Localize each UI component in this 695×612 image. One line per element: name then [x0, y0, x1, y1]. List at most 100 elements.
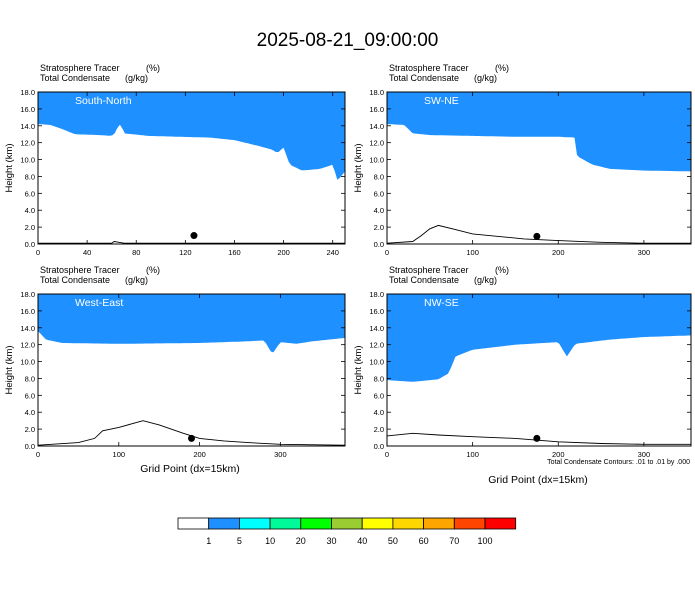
panel-frame	[37, 293, 346, 447]
subtitle-condensate: Total Condensate	[389, 275, 459, 285]
x-tick-label: 300	[274, 450, 287, 459]
terrain-line	[38, 241, 345, 244]
subtitle-condensate-unit: (g/kg)	[125, 275, 148, 285]
tracer-fill	[387, 92, 691, 172]
tracer-fill	[38, 92, 345, 180]
y-tick-label: 2.0	[374, 223, 384, 232]
terrain-line	[387, 432, 691, 445]
subtitle-condensate-unit: (g/kg)	[125, 73, 148, 83]
x-tick-label: 80	[132, 248, 140, 257]
colorbar-label: 1	[206, 536, 211, 546]
tracer-band	[387, 92, 691, 172]
colorbar-label: 60	[419, 536, 429, 546]
colorbar-label: 50	[388, 536, 398, 546]
colorbar-swatch	[484, 517, 517, 530]
y-tick-label: 14.0	[20, 324, 35, 333]
y-tick-label: 4.0	[25, 408, 35, 417]
colorbar-swatch	[300, 517, 332, 530]
panel-label: West-East	[75, 297, 123, 309]
subtitle-tracer-unit: (%)	[146, 265, 160, 275]
tracer-band	[38, 92, 345, 180]
y-tick-label: 0.0	[25, 442, 35, 451]
terrain-line	[387, 224, 691, 244]
colorbar-label: 30	[326, 536, 336, 546]
figure-title: 2025-08-21_09:00:00	[256, 30, 439, 51]
y-tick-label: 2.0	[25, 223, 35, 232]
y-tick-label: 12.0	[20, 341, 35, 350]
subtitle-condensate: Total Condensate	[40, 73, 110, 83]
colorbar-label: 70	[449, 536, 459, 546]
y-axis-label: Height (km)	[353, 345, 364, 394]
y-tick-label: 16.0	[20, 307, 35, 316]
y-tick-label: 6.0	[374, 391, 384, 400]
y-tick-label: 0.0	[25, 240, 35, 249]
y-tick-label: 10.0	[369, 156, 384, 165]
cross-section-panel: Stratosphere Tracer (%) Total Condensate (g…	[4, 265, 346, 459]
y-tick-label: 6.0	[25, 391, 35, 400]
y-tick-label: 16.0	[369, 307, 384, 316]
subtitle-tracer: Stratosphere Tracer	[389, 63, 469, 73]
contour-note: Total Condensate Contours: .01 to .01 by…	[547, 459, 690, 466]
x-tick-label: 0	[36, 248, 40, 257]
tracer-band	[38, 294, 345, 353]
subtitle-tracer: Stratosphere Tracer	[40, 265, 120, 275]
panel-frame	[37, 91, 346, 245]
y-tick-label: 0.0	[374, 442, 384, 451]
y-tick-label: 4.0	[374, 206, 384, 215]
y-tick-label: 10.0	[369, 358, 384, 367]
subtitle-tracer: Stratosphere Tracer	[40, 63, 120, 73]
y-tick-label: 14.0	[369, 324, 384, 333]
tracer-band	[387, 294, 691, 382]
subtitle-tracer-unit: (%)	[495, 63, 509, 73]
y-tick-label: 4.0	[25, 206, 35, 215]
y-tick-label: 8.0	[374, 172, 384, 181]
y-tick-label: 8.0	[374, 374, 384, 383]
x-tick-label: 300	[638, 248, 651, 257]
cross-section-panel: Stratosphere Tracer (%) Total Condensate (g…	[353, 63, 692, 257]
y-tick-label: 12.0	[369, 341, 384, 350]
x-tick-label: 120	[179, 248, 192, 257]
x-tick-label: 300	[638, 450, 651, 459]
x-tick-label: 40	[83, 248, 91, 257]
y-tick-label: 2.0	[25, 425, 35, 434]
subtitle-tracer-unit: (%)	[146, 63, 160, 73]
y-tick-label: 18.0	[369, 88, 384, 97]
x-tick-label: 100	[113, 450, 126, 459]
y-tick-label: 8.0	[25, 172, 35, 181]
y-tick-label: 6.0	[25, 189, 35, 198]
panel-frame	[386, 293, 692, 447]
y-tick-label: 18.0	[20, 290, 35, 299]
y-tick-label: 2.0	[374, 425, 384, 434]
colorbar-label: 10	[265, 536, 275, 546]
x-tick-label: 200	[552, 248, 565, 257]
x-tick-label: 0	[385, 248, 389, 257]
colorbar-label: 100	[477, 536, 492, 546]
subtitle-condensate: Total Condensate	[40, 275, 110, 285]
colorbar-swatch	[177, 517, 210, 530]
colorbar-label: 40	[357, 536, 367, 546]
location-marker	[190, 232, 198, 240]
y-tick-label: 8.0	[25, 374, 35, 383]
subtitle-condensate-unit: (g/kg)	[474, 275, 497, 285]
colorbar-label: 20	[296, 536, 306, 546]
colorbar-label: 5	[237, 536, 242, 546]
y-tick-label: 10.0	[20, 358, 35, 367]
colorbar-swatch	[392, 517, 424, 530]
y-tick-label: 16.0	[20, 105, 35, 114]
subtitle-tracer: Stratosphere Tracer	[389, 265, 469, 275]
x-tick-label: 160	[228, 248, 241, 257]
y-axis-label: Height (km)	[353, 143, 364, 192]
x-tick-label: 200	[193, 450, 206, 459]
y-tick-label: 14.0	[20, 122, 35, 131]
y-tick-label: 18.0	[20, 88, 35, 97]
x-tick-label: 200	[277, 248, 290, 257]
x-tick-label: 0	[385, 450, 389, 459]
panel-label: NW-SE	[424, 297, 459, 309]
colorbar-swatch	[423, 517, 455, 530]
subtitle-condensate-unit: (g/kg)	[474, 73, 497, 83]
colorbar-swatch	[453, 517, 486, 530]
colorbar: 1 5 10 20 30 40 50 60 70 100	[177, 517, 517, 546]
panel-label: South-North	[75, 95, 132, 107]
